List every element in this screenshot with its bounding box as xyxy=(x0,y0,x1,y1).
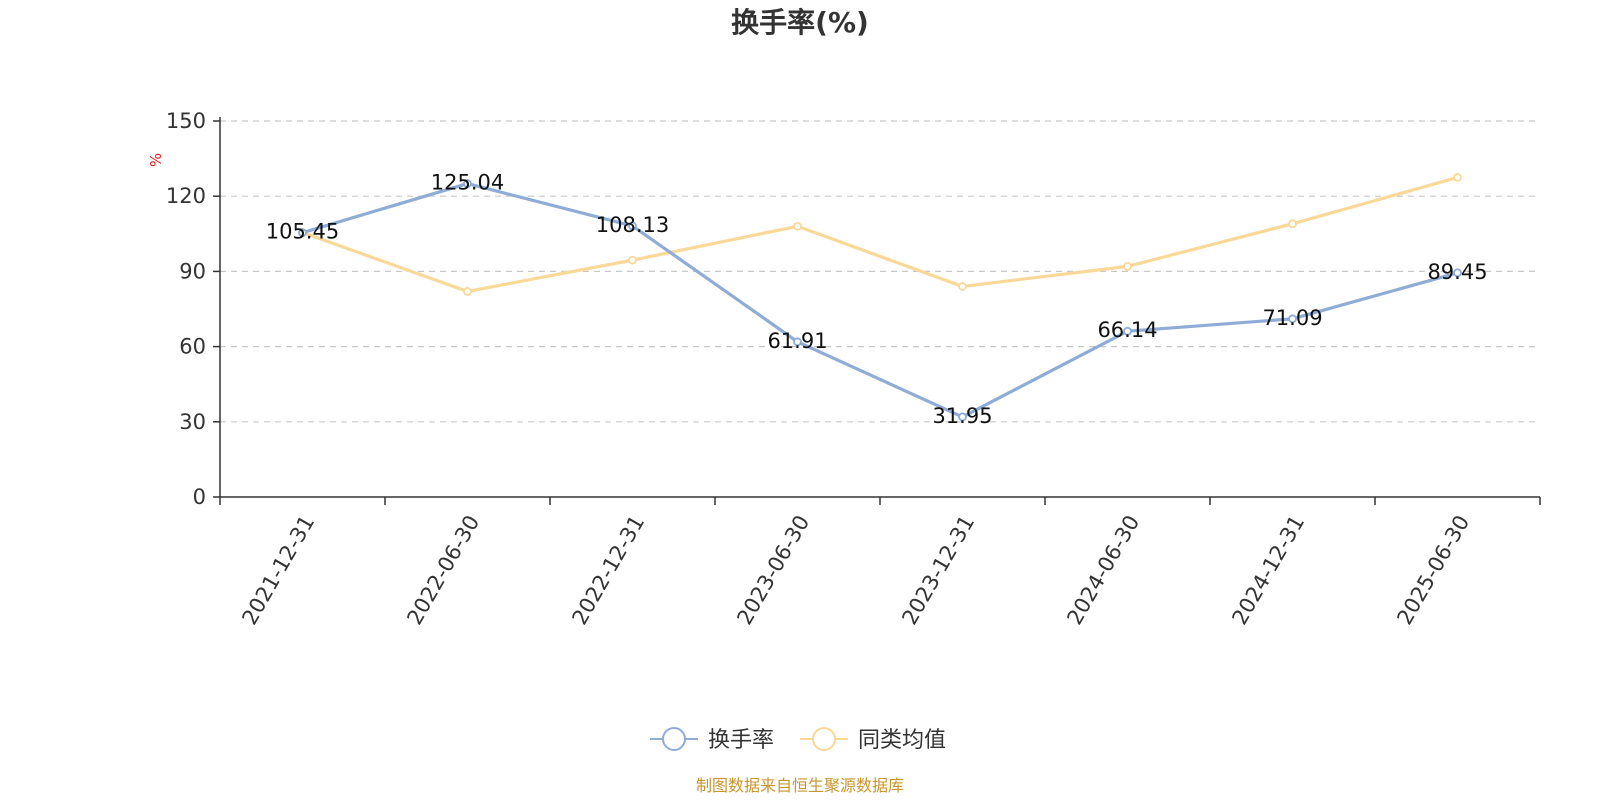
data-label: 61.91 xyxy=(767,329,827,353)
data-labels: 105.45 125.04 108.13 61.91 31.95 66.14 71.09 89… xyxy=(266,171,1488,428)
data-label: 71.09 xyxy=(1262,306,1322,330)
data-label: 105.45 xyxy=(266,220,339,244)
y-tick-label: 30 xyxy=(179,410,206,434)
y-tick-label: 60 xyxy=(179,335,206,359)
data-point[interactable] xyxy=(793,221,802,231)
x-tick-label: 2022-06-30 xyxy=(402,511,484,629)
data-label: 89.45 xyxy=(1427,260,1487,284)
x-tick-label: 2022-12-31 xyxy=(567,511,649,629)
x-tick-label: 2021-12-31 xyxy=(237,511,319,629)
data-point[interactable] xyxy=(298,228,307,238)
axes: 0 30 60 90 120 150 2021-12-31 2022-06-30 2022-12… xyxy=(166,109,1541,629)
x-tick-label: 2024-06-30 xyxy=(1062,511,1144,629)
series-line-0 xyxy=(302,181,1458,419)
data-point[interactable] xyxy=(793,337,802,347)
source-note: 制图数据来自恒生聚源数据库 xyxy=(696,776,904,795)
data-point[interactable] xyxy=(1453,268,1462,278)
legend-label: 换手率 xyxy=(708,728,774,753)
grid-lines xyxy=(220,120,1540,423)
y-tick-label: 120 xyxy=(166,184,206,208)
data-label: 125.04 xyxy=(431,171,504,195)
data-point[interactable] xyxy=(1288,314,1297,324)
data-point[interactable] xyxy=(1453,172,1462,182)
data-point[interactable] xyxy=(463,179,472,188)
series-line-1 xyxy=(301,175,1458,294)
x-tick-label: 2023-12-31 xyxy=(897,511,979,629)
data-point[interactable] xyxy=(463,287,472,296)
y-axis-unit: % xyxy=(147,153,165,167)
data-point[interactable] xyxy=(628,221,637,231)
data-point[interactable] xyxy=(1123,326,1132,336)
y-tick-label: 150 xyxy=(166,109,206,133)
legend-item-0[interactable]: 换手率 xyxy=(650,727,774,753)
x-tick-label: 2024-12-31 xyxy=(1227,511,1309,629)
data-point[interactable] xyxy=(958,412,967,422)
legend-marker xyxy=(662,727,686,751)
x-tick-label: 2025-06-30 xyxy=(1392,511,1474,629)
y-tick-label: 0 xyxy=(193,485,206,509)
y-tick-label: 90 xyxy=(179,259,206,283)
legend-label: 同类均值 xyxy=(858,728,946,753)
data-label: 108.13 xyxy=(596,213,669,237)
data-point[interactable] xyxy=(1288,219,1297,229)
legend-item-1[interactable]: 同类均值 xyxy=(800,727,946,753)
data-point[interactable] xyxy=(958,282,967,291)
legend-marker xyxy=(812,727,836,751)
data-point[interactable] xyxy=(1123,261,1132,271)
data-label: 66.14 xyxy=(1097,318,1157,342)
x-tick-label: 2023-06-30 xyxy=(732,511,814,629)
chart-title: 换手率(%) xyxy=(731,6,869,39)
data-point[interactable] xyxy=(628,255,637,265)
series-layer xyxy=(298,172,1462,422)
legend[interactable]: 换手率 同类均值 xyxy=(650,727,946,753)
data-label: 31.95 xyxy=(932,404,992,428)
